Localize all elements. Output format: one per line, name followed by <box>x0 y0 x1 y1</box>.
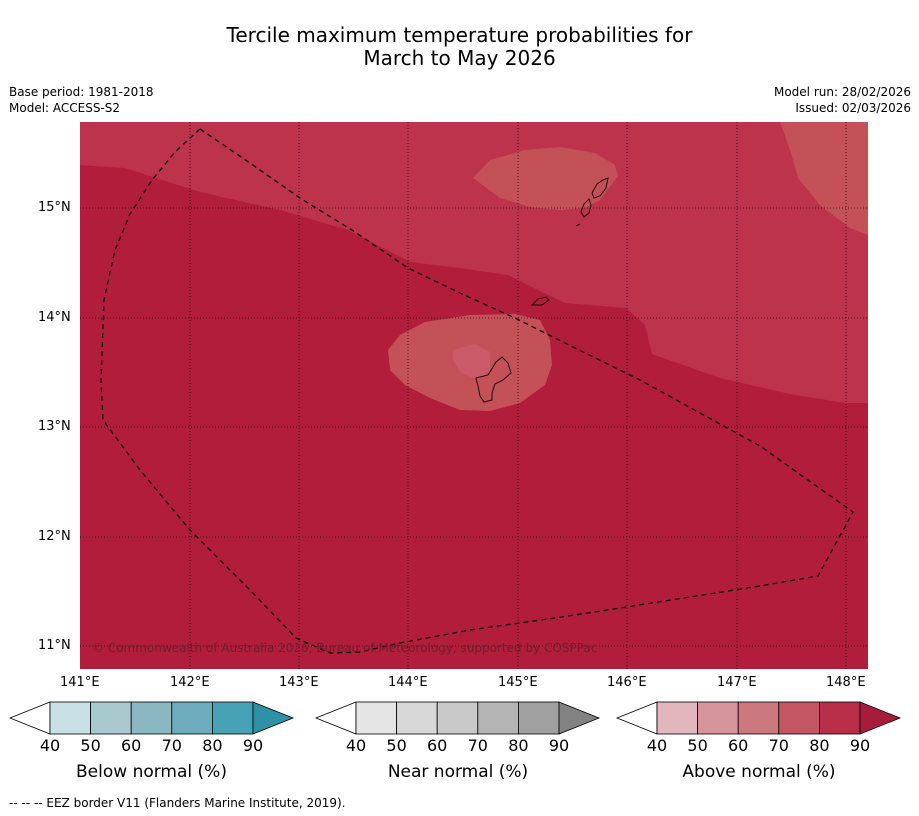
model-name: Model: ACCESS-S2 <box>9 101 121 115</box>
colorbar-tick-label: 70 <box>161 736 182 755</box>
lon-label-142: 142°E <box>170 675 210 690</box>
lon-label-144: 144°E <box>388 675 428 690</box>
lat-label-15: 15°N <box>38 200 71 215</box>
base-period: Base period: 1981-2018 <box>9 85 154 99</box>
colorbar-tick-label: 40 <box>345 736 367 755</box>
colorbar-tick-label: 70 <box>467 736 488 755</box>
model-run: Model run: 28/02/2026 <box>773 85 911 99</box>
eez-border <box>100 128 854 654</box>
probability-fill-80 <box>80 122 868 403</box>
gridlines <box>80 122 868 669</box>
island-tinian <box>580 198 592 218</box>
lon-label-148: 148°E <box>826 675 866 690</box>
chart-title-line2: March to May 2026 <box>363 46 556 70</box>
colorbar-label-near: Near normal (%) <box>387 762 529 782</box>
lon-label-146: 146°E <box>607 675 647 690</box>
lon-label-147: 147°E <box>717 675 757 690</box>
probability-fill-60-guam <box>453 344 490 380</box>
copyright-notice: © Commonwealth of Australia 2026, Bureau… <box>92 641 597 655</box>
colorbar-tick-label: 40 <box>39 736 61 755</box>
lon-label-141: 141°E <box>60 675 100 690</box>
colorbar-tick-label: 50 <box>687 736 708 755</box>
colorbar-tick-label: 60 <box>728 736 749 755</box>
lat-label-14: 14°N <box>38 310 71 325</box>
colorbar-label-above: Above normal (%) <box>682 762 836 782</box>
colorbar-tick-label: 90 <box>242 736 264 755</box>
colorbar-tick-label: 80 <box>809 736 830 755</box>
island-guam <box>475 356 512 403</box>
colorbar-tick-label: 90 <box>548 736 570 755</box>
colorbar-tick-label: 80 <box>508 736 529 755</box>
colorbar-tick-label: 70 <box>768 736 789 755</box>
island-rota <box>530 296 550 306</box>
lat-label-12: 12°N <box>38 529 71 544</box>
colorbar-tick-label: 90 <box>849 736 871 755</box>
probability-fill-70-north <box>473 147 618 210</box>
lon-label-145: 145°E <box>498 675 538 690</box>
colorbar-tick-label: 60 <box>427 736 448 755</box>
lon-label-143: 143°E <box>279 675 319 690</box>
island-saipan <box>591 177 609 199</box>
chart-title-line1: Tercile maximum temperature probabilitie… <box>226 23 693 47</box>
lat-label-11: 11°N <box>38 638 71 653</box>
eez-footnote: -- -- -- EEZ border V11 (Flanders Marine… <box>9 796 346 810</box>
colorbar-tick-label: 50 <box>80 736 101 755</box>
islands <box>475 177 609 403</box>
colorbar-tick-label: 60 <box>121 736 142 755</box>
issued-date: Issued: 02/03/2026 <box>795 101 911 115</box>
lat-label-13: 13°N <box>38 419 71 434</box>
colorbar-label-below: Below normal (%) <box>76 762 227 782</box>
colorbar-tick-label: 50 <box>386 736 407 755</box>
colorbar-tick-label: 40 <box>646 736 668 755</box>
island-aguijan <box>575 223 581 227</box>
colorbar-tick-label: 80 <box>202 736 223 755</box>
